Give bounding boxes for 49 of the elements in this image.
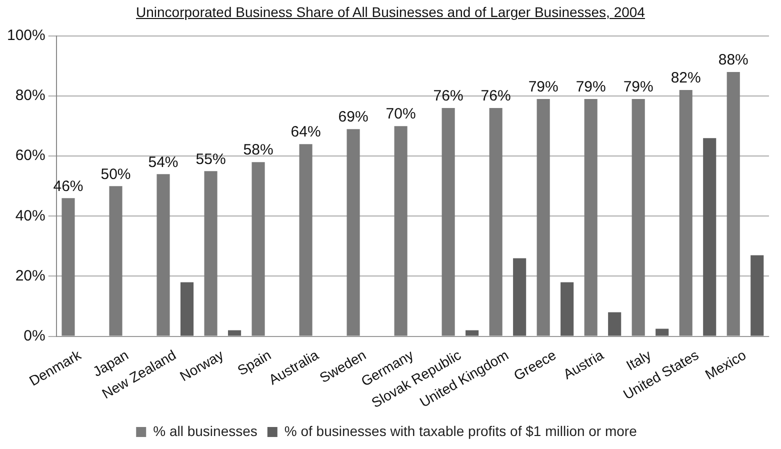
- y-tick-label: 40%: [15, 207, 46, 224]
- bar: [299, 144, 312, 336]
- chart-title: Unincorporated Business Share of All Businesses and of Larger Businesses, 2004: [135, 4, 646, 20]
- bar: [204, 171, 218, 336]
- legend-label: % of businesses with taxable profits of $1 million or more: [284, 422, 638, 439]
- bar: [156, 174, 170, 336]
- x-tick-label: Italy: [623, 346, 654, 374]
- data-label: 76%: [433, 88, 464, 105]
- bar: [394, 126, 408, 336]
- bar: [442, 108, 455, 336]
- data-label: 64%: [290, 124, 321, 141]
- y-tick-label: 0%: [24, 327, 46, 344]
- bar: [584, 99, 598, 336]
- bar: [489, 108, 502, 336]
- bar: [109, 186, 122, 336]
- bar: [536, 99, 550, 336]
- bar: [466, 330, 479, 336]
- data-label: 79%: [623, 78, 654, 96]
- bar: [608, 312, 622, 336]
- y-tick-label: 20%: [15, 267, 46, 284]
- data-label: 79%: [528, 78, 558, 96]
- bar: [632, 99, 645, 336]
- bar: [228, 330, 242, 336]
- bar: [346, 129, 360, 336]
- bar: [180, 282, 194, 336]
- data-label: 69%: [338, 108, 368, 126]
- data-label: 54%: [148, 154, 178, 171]
- data-label: 46%: [53, 178, 84, 195]
- legend-label: % all businesses: [153, 422, 258, 439]
- bar: [750, 255, 764, 336]
- y-tick-label: 60%: [15, 147, 46, 164]
- y-tick-label: 80%: [15, 87, 46, 104]
- data-label: 88%: [718, 52, 748, 69]
- data-label: 82%: [670, 70, 701, 87]
- bar: [679, 90, 692, 336]
- data-label: 70%: [386, 106, 416, 123]
- data-label: 79%: [576, 78, 606, 96]
- bar: [560, 282, 574, 336]
- bar: [62, 198, 75, 336]
- bar: [656, 328, 669, 336]
- bar: [513, 258, 526, 336]
- data-label: 50%: [100, 166, 131, 183]
- bar: [726, 72, 740, 336]
- data-label: 55%: [196, 150, 226, 168]
- bar: [703, 138, 716, 336]
- bar: [252, 162, 265, 336]
- data-label: 76%: [480, 88, 511, 105]
- data-label: 58%: [243, 142, 274, 159]
- y-tick-label: 100%: [6, 27, 46, 44]
